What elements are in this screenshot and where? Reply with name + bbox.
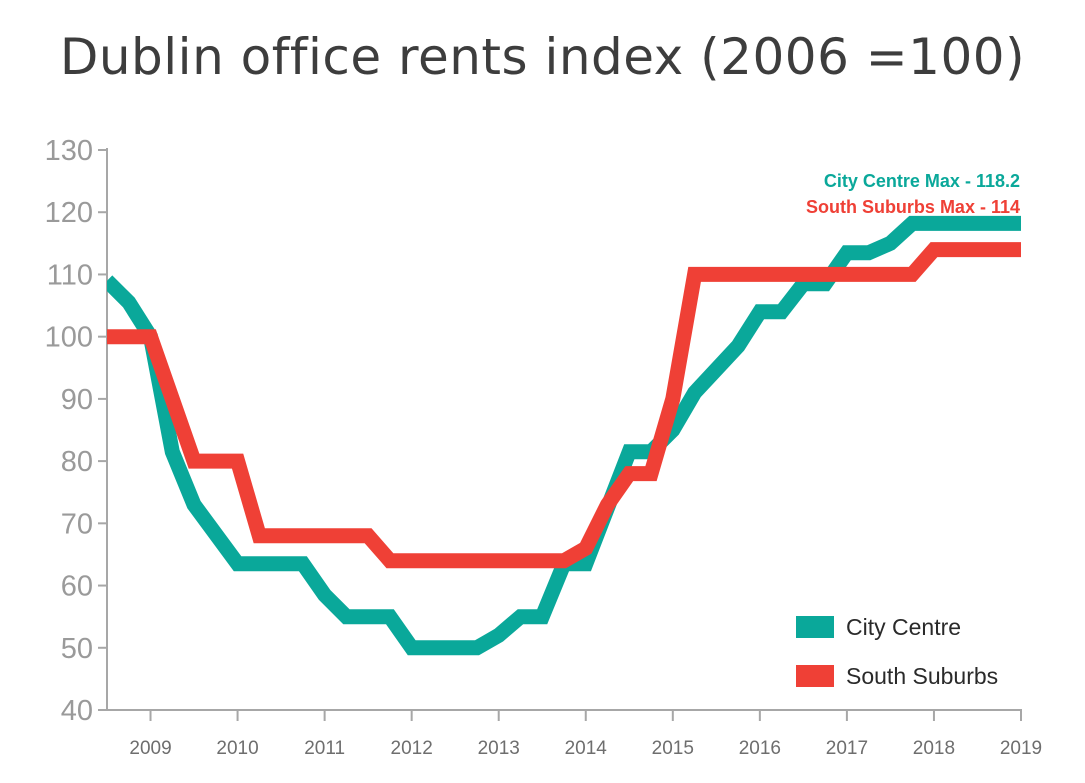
legend: City Centre South Suburbs: [796, 614, 998, 689]
series-group: [107, 215, 1021, 656]
y-tick-label: 80: [61, 446, 93, 478]
y-tick-label: 70: [61, 508, 93, 540]
x-tick-label: 2019: [1000, 738, 1042, 759]
y-tick-label: 110: [47, 259, 93, 291]
legend-swatch: [796, 665, 834, 687]
y-tick-label: 100: [45, 322, 93, 354]
x-tick-label: 2014: [565, 738, 608, 759]
legend-label: South Suburbs: [846, 663, 998, 689]
series-line-south-suburbs: [107, 242, 1021, 569]
y-tick-label: 130: [45, 135, 93, 167]
y-tick-label: 40: [61, 695, 93, 727]
series-line-city-centre: [107, 215, 1021, 656]
y-tick-label: 50: [61, 633, 93, 665]
axes: 40 50 60 70 80 90 100 110 120 130 2009 2010 2011 2012…: [45, 135, 1043, 759]
x-tick-label: 2017: [826, 738, 868, 759]
annotations: City Centre Max - 118.2 South Suburbs Max…: [806, 171, 1020, 217]
x-tick-label: 2015: [652, 738, 694, 759]
annotation-label: South Suburbs Max - 114: [806, 197, 1020, 217]
legend-swatch: [796, 616, 834, 638]
x-tick-label: 2010: [216, 738, 258, 759]
x-tick-label: 2013: [478, 738, 520, 759]
legend-label: City Centre: [846, 614, 961, 640]
chart-title: Dublin office rents index (2006 =100): [59, 28, 1026, 86]
y-tick-label: 90: [61, 384, 93, 416]
x-tick-label: 2018: [913, 738, 955, 759]
x-tick-label: 2009: [129, 738, 171, 759]
annotation-label: City Centre Max - 118.2: [824, 171, 1020, 191]
y-tick-label: 120: [45, 197, 93, 229]
x-tick-label: 2011: [304, 738, 345, 759]
y-tick-label: 60: [61, 571, 93, 603]
x-tick-label: 2016: [739, 738, 781, 759]
x-tick-label: 2012: [391, 738, 433, 759]
